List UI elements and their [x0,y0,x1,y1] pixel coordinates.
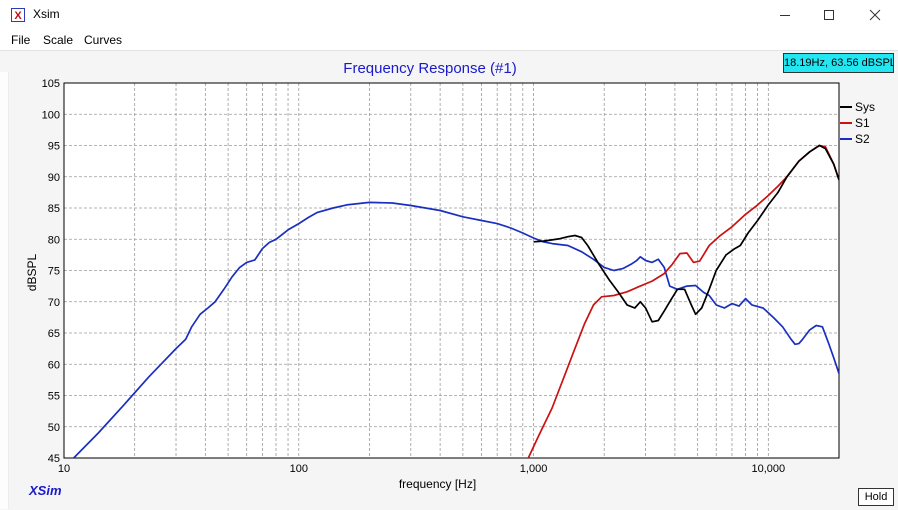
menu-file[interactable]: File [11,33,31,47]
app-icon: X [11,8,25,22]
menu-scale[interactable]: Scale [43,33,74,47]
title-bar: X Xsim [0,0,898,30]
menu-curves[interactable]: Curves [84,33,123,47]
left-panel-edge [0,72,9,509]
hold-button[interactable]: Hold [858,488,894,506]
maximize-icon [824,10,834,20]
window-title: Xsim [33,7,60,21]
minimize-icon [780,15,790,16]
menu-bar: File Scale Curves [0,30,898,50]
svg-text:X: X [14,10,22,22]
minimize-button[interactable] [762,0,808,30]
maximize-button[interactable] [806,0,852,30]
brand-label: XSim [29,483,62,498]
close-icon [869,9,881,21]
close-button[interactable] [852,0,898,30]
cursor-readout: 18.19Hz, 63.56 dBSPL [783,53,894,73]
chart-area[interactable] [0,50,898,510]
chart-title: Frequency Response (#1) [343,60,517,77]
